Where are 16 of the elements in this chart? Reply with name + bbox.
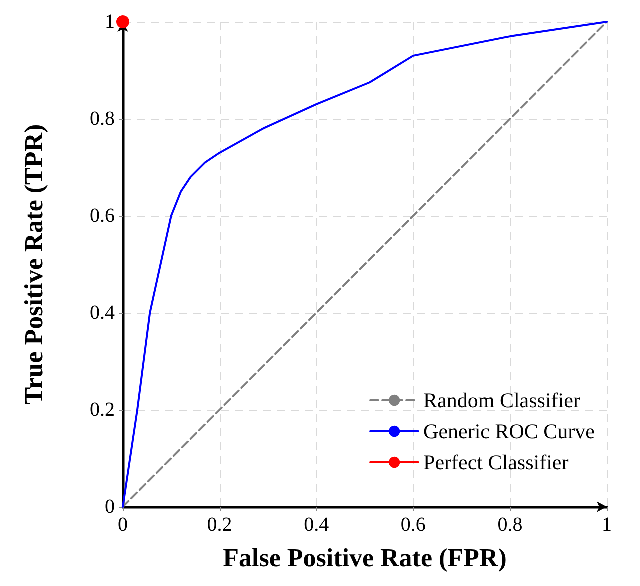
y-tick-label: 1 <box>105 11 115 33</box>
legend-label: Random Classifier <box>424 388 580 412</box>
x-tick-label: 1 <box>602 514 612 536</box>
y-tick-label: 0.4 <box>90 302 115 324</box>
x-axis-title: False Positive Rate (FPR) <box>223 544 507 572</box>
y-tick-label: 0.8 <box>90 108 115 130</box>
y-tick-label: 0 <box>105 496 115 518</box>
x-tick-label: 0.2 <box>207 514 232 536</box>
y-tick-label: 0.6 <box>90 205 115 227</box>
legend-label: Generic ROC Curve <box>424 420 596 444</box>
y-axis-title: True Positive Rate (TPR) <box>20 124 48 405</box>
y-tick-label: 0.2 <box>90 399 115 421</box>
x-tick-label: 0.6 <box>400 514 426 536</box>
legend-label: Perfect Classifier <box>424 450 569 474</box>
x-tick-label: 0.8 <box>498 514 523 536</box>
x-tick-label: 0.4 <box>304 514 330 536</box>
